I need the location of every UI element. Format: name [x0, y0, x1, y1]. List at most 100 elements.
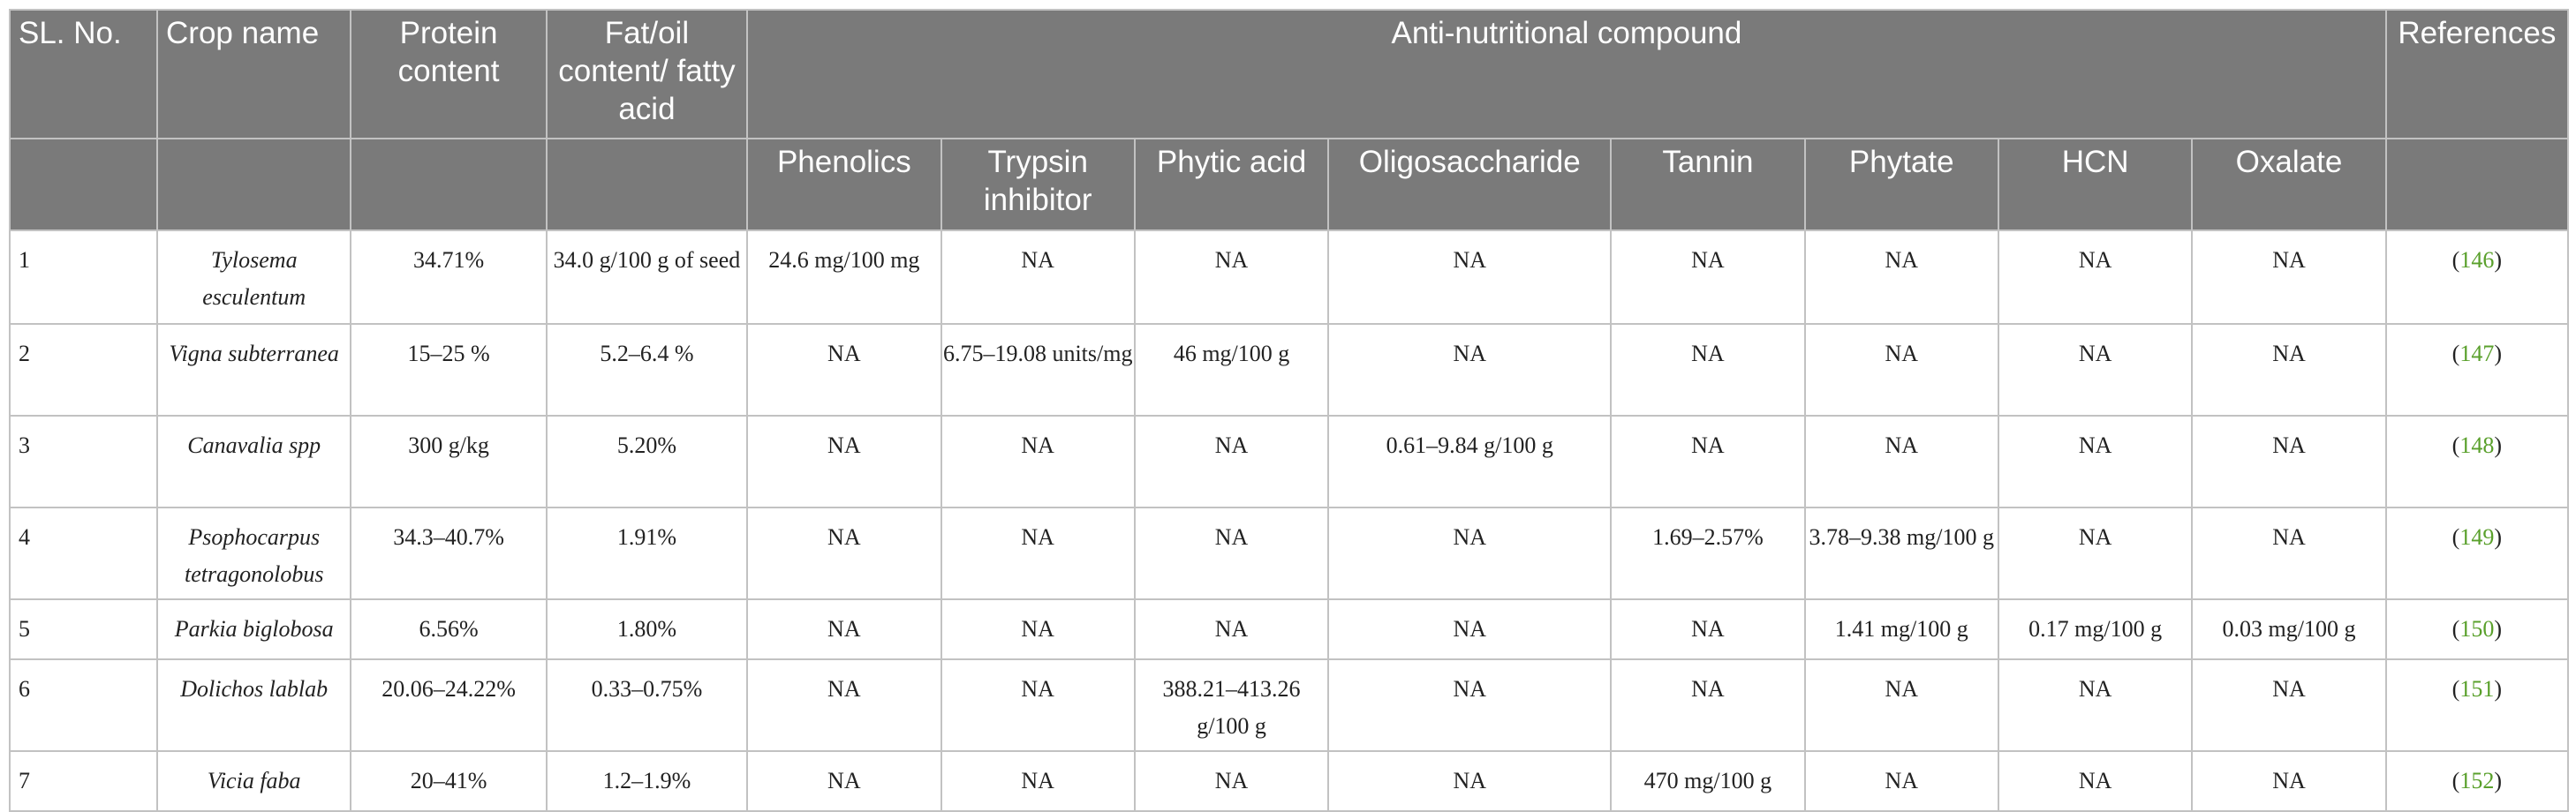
ref-paren-close: )	[2494, 768, 2503, 793]
cell-phytate: NA	[1803, 750, 1999, 812]
cell-oxalate: NA	[2191, 750, 2387, 812]
cell-crop-name: Vicia faba	[156, 750, 352, 812]
cell-protein: 20.06–24.22%	[350, 658, 548, 752]
cell-oligosaccharide: 0.61–9.84 g/100 g	[1327, 415, 1613, 508]
cell-reference: (150)	[2384, 598, 2570, 660]
cell-oxalate: NA	[2191, 415, 2387, 508]
cell-oxalate: NA	[2191, 507, 2387, 600]
table-row: 4 Psophocarpus tetragonolobus 34.3–40.7%…	[8, 507, 2570, 600]
cell-reference: (149)	[2384, 507, 2570, 600]
cell-fat: 1.80%	[545, 598, 749, 660]
cell-phenolics: NA	[746, 415, 942, 508]
cell-fat: 1.2–1.9%	[545, 750, 749, 812]
header-sub-empty	[2384, 138, 2570, 231]
header-sl-no: SL. No.	[8, 9, 159, 139]
cell-phenolics: NA	[746, 598, 942, 660]
cell-phytic-acid: 46 mg/100 g	[1133, 323, 1330, 417]
cell-protein: 15–25 %	[350, 323, 548, 417]
cell-hcn: NA	[1997, 658, 2194, 752]
header-phenolics: Phenolics	[746, 138, 942, 231]
header-row-sub: Phenolics Trypsin inhibitor Phytic acid …	[8, 138, 2570, 231]
cell-phytate: NA	[1803, 323, 1999, 417]
cell-sl-no: 1	[8, 229, 159, 325]
cell-oxalate: 0.03 mg/100 g	[2191, 598, 2387, 660]
table-row: 3 Canavalia spp 300 g/kg 5.20% NA NA NA …	[8, 415, 2570, 508]
ref-paren-open: (	[2451, 524, 2460, 550]
cell-trypsin: NA	[940, 750, 1136, 812]
cell-reference: (148)	[2384, 415, 2570, 508]
cell-hcn: NA	[1997, 229, 2194, 325]
reference-link[interactable]: 146	[2459, 247, 2495, 273]
header-fat-oil: Fat/oil content/ fatty acid	[545, 9, 749, 139]
table-row: 2 Vigna subterranea 15–25 % 5.2–6.4 % NA…	[8, 323, 2570, 417]
cell-protein: 20–41%	[350, 750, 548, 812]
cell-protein: 6.56%	[350, 598, 548, 660]
header-sub-empty	[156, 138, 352, 231]
ref-paren-open: (	[2451, 432, 2460, 458]
reference-link[interactable]: 149	[2459, 524, 2495, 550]
cell-hcn: 0.17 mg/100 g	[1997, 598, 2194, 660]
cell-hcn: NA	[1997, 323, 2194, 417]
cell-reference: (147)	[2384, 323, 2570, 417]
cell-trypsin: NA	[940, 658, 1136, 752]
reference-link[interactable]: 148	[2459, 432, 2495, 458]
cell-phytic-acid: NA	[1133, 229, 1330, 325]
cell-hcn: NA	[1997, 750, 2194, 812]
cell-sl-no: 4	[8, 507, 159, 600]
reference-link[interactable]: 147	[2459, 341, 2495, 366]
cell-phenolics: NA	[746, 750, 942, 812]
table-row: 5 Parkia biglobosa 6.56% 1.80% NA NA NA …	[8, 598, 2570, 660]
cell-protein: 34.3–40.7%	[350, 507, 548, 600]
cell-phytate: NA	[1803, 415, 1999, 508]
cell-crop-name: Dolichos lablab	[156, 658, 352, 752]
ref-paren-open: (	[2451, 616, 2460, 642]
cell-sl-no: 3	[8, 415, 159, 508]
cell-tannin: NA	[1610, 598, 1806, 660]
cell-oligosaccharide: NA	[1327, 750, 1613, 812]
cell-oxalate: NA	[2191, 323, 2387, 417]
cell-phenolics: NA	[746, 323, 942, 417]
cell-reference: (151)	[2384, 658, 2570, 752]
header-phytic-acid: Phytic acid	[1133, 138, 1330, 231]
cell-phytic-acid: NA	[1133, 750, 1330, 812]
table-row: 1 Tylosema esculentum 34.71% 34.0 g/100 …	[8, 229, 2570, 325]
cell-oligosaccharide: NA	[1327, 229, 1613, 325]
cell-phytate: NA	[1803, 658, 1999, 752]
header-protein-content: Protein content	[350, 9, 548, 139]
ref-paren-close: )	[2494, 616, 2503, 642]
header-oligosaccharide: Oligosaccharide	[1327, 138, 1613, 231]
cell-trypsin: NA	[940, 507, 1136, 600]
reference-link[interactable]: 152	[2459, 768, 2495, 793]
header-crop-name: Crop name	[156, 9, 352, 139]
cell-crop-name: Tylosema esculentum	[156, 229, 352, 325]
cell-fat: 5.2–6.4 %	[545, 323, 749, 417]
cell-crop-name: Psophocarpus tetragonolobus	[156, 507, 352, 600]
cell-hcn: NA	[1997, 507, 2194, 600]
cell-tannin: NA	[1610, 415, 1806, 508]
ref-paren-open: (	[2451, 247, 2460, 273]
cell-fat: 0.33–0.75%	[545, 658, 749, 752]
ref-paren-open: (	[2451, 676, 2460, 702]
cell-phytate: 1.41 mg/100 g	[1803, 598, 1999, 660]
cell-fat: 1.91%	[545, 507, 749, 600]
header-phytate: Phytate	[1803, 138, 1999, 231]
cell-crop-name: Parkia biglobosa	[156, 598, 352, 660]
cell-phytate: 3.78–9.38 mg/100 g	[1803, 507, 1999, 600]
table-row: 6 Dolichos lablab 20.06–24.22% 0.33–0.75…	[8, 658, 2570, 752]
cell-trypsin: 6.75–19.08 units/mg	[940, 323, 1136, 417]
cell-oligosaccharide: NA	[1327, 658, 1613, 752]
cell-tannin: 1.69–2.57%	[1610, 507, 1806, 600]
header-anti-nutritional: Anti-nutritional compound	[746, 9, 2387, 139]
cell-crop-name: Vigna subterranea	[156, 323, 352, 417]
cell-oxalate: NA	[2191, 229, 2387, 325]
table-row: 7 Vicia faba 20–41% 1.2–1.9% NA NA NA NA…	[8, 750, 2570, 812]
cell-oligosaccharide: NA	[1327, 507, 1613, 600]
cell-trypsin: NA	[940, 229, 1136, 325]
cell-fat: 34.0 g/100 g of seed	[545, 229, 749, 325]
reference-link[interactable]: 150	[2459, 616, 2495, 642]
reference-link[interactable]: 151	[2459, 676, 2495, 702]
cell-phytic-acid: 388.21–413.26 g/100 g	[1133, 658, 1330, 752]
cell-phytic-acid: NA	[1133, 598, 1330, 660]
cell-reference: (152)	[2384, 750, 2570, 812]
ref-paren-close: )	[2494, 432, 2503, 458]
